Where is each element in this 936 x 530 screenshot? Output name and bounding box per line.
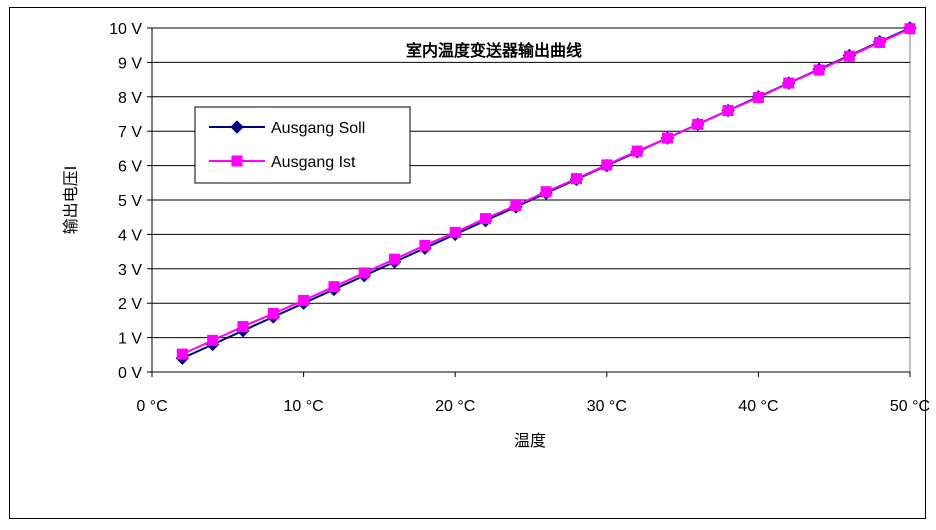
data-point [329, 282, 339, 292]
y-axis-label: 输出电压I [61, 166, 80, 235]
y-tick-label: 10 V [109, 21, 142, 38]
data-point [511, 201, 521, 211]
data-point [541, 187, 551, 197]
data-point [571, 174, 581, 184]
x-tick-label: 0 °C [136, 398, 167, 415]
x-tick-label: 50 °C [890, 398, 930, 415]
data-point [299, 295, 309, 305]
legend-label: Ausgang Ist [271, 154, 356, 171]
data-point [693, 119, 703, 129]
data-point [875, 37, 885, 47]
data-point [662, 133, 672, 143]
legend-box [195, 107, 410, 183]
chart-title: 室内温度变送器输出曲线 [406, 41, 582, 60]
x-axis-label: 温度 [514, 431, 546, 450]
data-point [753, 92, 763, 102]
data-point [177, 349, 187, 359]
data-point [784, 78, 794, 88]
y-tick-label: 9 V [118, 55, 142, 72]
legend: Ausgang Soll Ausgang Ist [195, 107, 410, 183]
legend-label: Ausgang Soll [271, 120, 365, 137]
data-point [238, 322, 248, 332]
data-point [723, 106, 733, 116]
x-tick-label: 10 °C [283, 398, 323, 415]
y-tick-label: 1 V [118, 331, 142, 348]
data-point [844, 51, 854, 61]
y-tick-label: 7 V [118, 124, 142, 141]
legend-marker [232, 156, 242, 166]
data-point [481, 214, 491, 224]
y-tick-label: 2 V [118, 296, 142, 313]
data-point [359, 268, 369, 278]
data-point [814, 65, 824, 75]
data-point [208, 335, 218, 345]
y-tick-label: 0 V [118, 365, 142, 382]
data-point [450, 227, 460, 237]
y-tick-label: 3 V [118, 262, 142, 279]
data-point [602, 160, 612, 170]
y-tick-label: 6 V [118, 159, 142, 176]
y-tick-label: 4 V [118, 227, 142, 244]
y-tick-label: 8 V [118, 90, 142, 107]
y-tick-label: 5 V [118, 193, 142, 210]
data-point [420, 240, 430, 250]
x-tick-label: 20 °C [435, 398, 475, 415]
data-point [390, 254, 400, 264]
data-point [268, 309, 278, 319]
x-tick-label: 30 °C [587, 398, 627, 415]
data-point [905, 24, 915, 34]
data-point [632, 146, 642, 156]
x-tick-label: 40 °C [738, 398, 778, 415]
